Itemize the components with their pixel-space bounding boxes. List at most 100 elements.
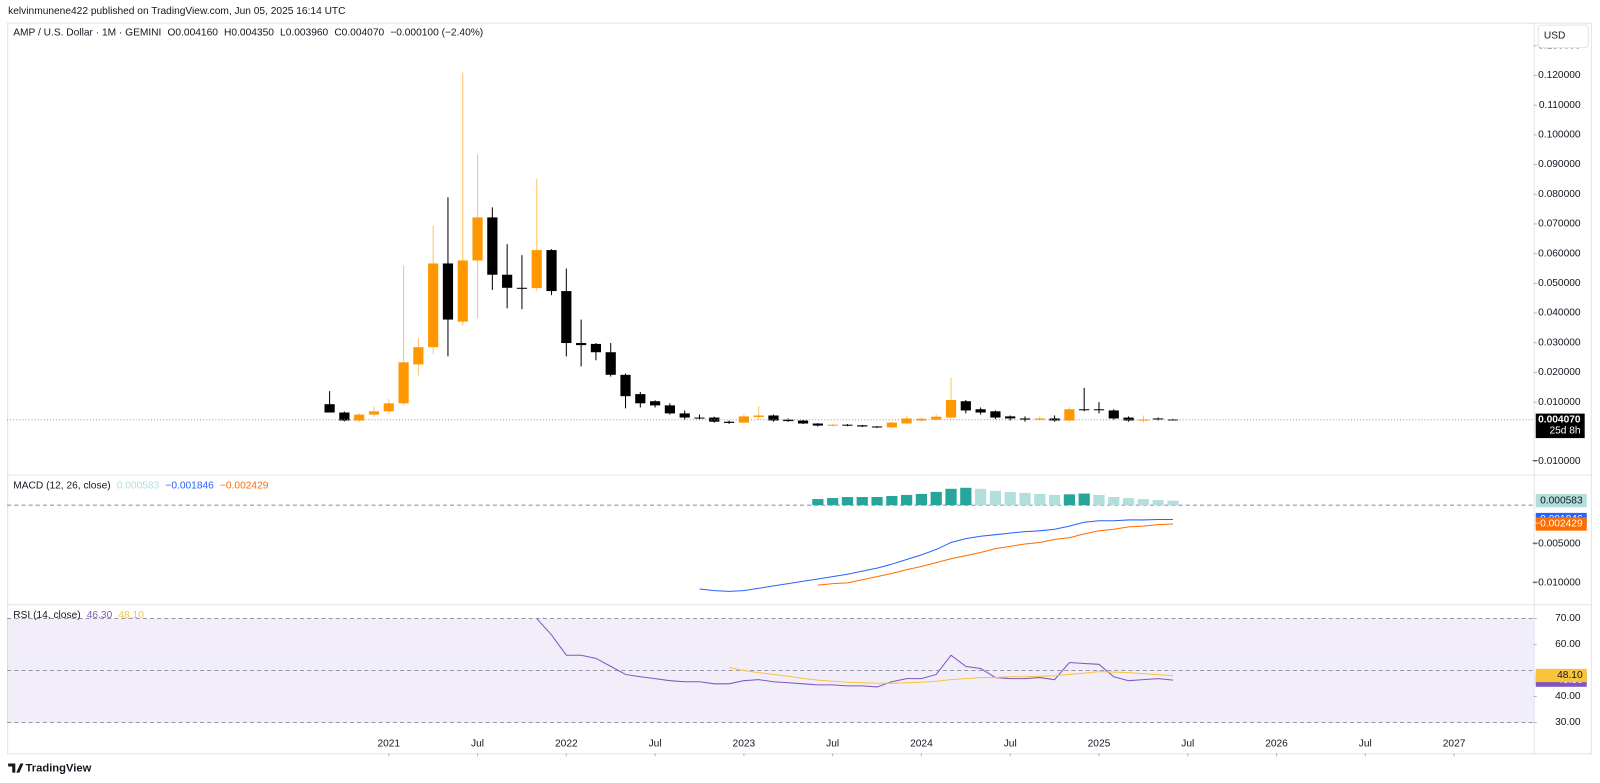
- candle-body: [383, 403, 394, 412]
- candle-body: [738, 416, 749, 423]
- value-tag-box: [1535, 494, 1587, 508]
- x-tick-label: 2025: [1088, 739, 1111, 750]
- currency-box[interactable]: [1537, 24, 1589, 49]
- legend-value: 0.000583: [117, 481, 160, 492]
- candle-body: [516, 287, 528, 289]
- histogram-bar: [1122, 498, 1135, 506]
- legend-title: AMP / U.S. Dollar · 1M · GEMINI: [13, 28, 161, 39]
- candle-body: [428, 263, 439, 348]
- y-tick-label: 0.050000: [1538, 278, 1581, 289]
- frame: [7, 22, 1592, 755]
- value-tag: 48.10: [1535, 668, 1587, 683]
- y-tick-label: 0.030000: [1538, 337, 1581, 348]
- y-tick-label: 0.070000: [1538, 219, 1581, 230]
- candle-body: [871, 426, 883, 428]
- brand-name: TradingView: [26, 763, 92, 775]
- y-tick-label: 70.00: [1555, 613, 1581, 624]
- candle-body: [886, 422, 897, 428]
- legend-ohlc: C0.004070: [334, 28, 384, 39]
- y-tick-label: −0.010000: [1532, 456, 1581, 467]
- currency-label[interactable]: USD: [1544, 31, 1566, 42]
- candle-body: [857, 425, 868, 427]
- candle-body: [487, 217, 498, 275]
- histogram-bar: [930, 491, 942, 506]
- y-tick-label: 0.090000: [1538, 159, 1581, 170]
- candle-body: [561, 291, 572, 344]
- currency-button[interactable]: USD: [1537, 24, 1589, 49]
- candle-body: [945, 400, 957, 418]
- candle-body: [398, 362, 409, 404]
- histogram-bar: [856, 497, 868, 506]
- x-tick-label: Jul: [1181, 739, 1194, 750]
- legend-title: MACD (12, 26, close): [13, 481, 110, 492]
- brand-logo: [8, 763, 24, 773]
- value-tag-label: 48.10: [1557, 670, 1583, 681]
- y-tick-label: 0.040000: [1538, 308, 1581, 319]
- y-tick-label: −0.010000: [1532, 578, 1581, 589]
- candle-body: [901, 418, 912, 424]
- candle-body: [635, 394, 646, 404]
- histogram-bar: [989, 490, 1002, 506]
- y-tick-label: 0.120000: [1538, 70, 1581, 81]
- histogram-bar: [841, 497, 854, 506]
- y-tick-label: −0.005000: [1532, 539, 1581, 550]
- histogram-bar: [975, 488, 987, 506]
- countdown-label: 25d 8h: [1549, 426, 1580, 437]
- candle-body: [1079, 409, 1090, 411]
- candle-body: [783, 419, 794, 422]
- candle-body: [753, 415, 764, 417]
- histogram-bar: [1093, 494, 1105, 506]
- candle-body: [1153, 418, 1164, 420]
- histogram-bar: [827, 498, 839, 506]
- x-tick-label: 2027: [1443, 739, 1466, 750]
- candle-body: [1064, 409, 1075, 421]
- candle-body: [990, 411, 1001, 418]
- y-tick-label: 40.00: [1555, 691, 1581, 702]
- x-tick-label: 2026: [1265, 739, 1288, 750]
- histogram-bar: [1034, 493, 1046, 506]
- indicator-line: [699, 519, 1173, 592]
- legend-value: −0.001846: [165, 481, 214, 492]
- candle-body: [1005, 416, 1016, 419]
- indicator-line: [728, 666, 1173, 684]
- candle-body: [1108, 410, 1119, 419]
- legend-value: 46.30: [87, 610, 113, 621]
- legend-ohlc: L0.003960: [280, 28, 328, 39]
- x-tick-label: 2021: [377, 739, 400, 750]
- candle-body: [590, 343, 602, 353]
- y-tick-label: 0.060000: [1538, 248, 1581, 259]
- candle-body: [664, 405, 675, 414]
- histogram-bar: [1078, 493, 1090, 506]
- histogram-bar: [1108, 497, 1120, 506]
- candle-body: [694, 417, 705, 419]
- value-tag: 0.000583: [1535, 494, 1587, 508]
- candle-body: [368, 411, 380, 415]
- candle-body: [723, 421, 735, 423]
- candle-body: [1167, 419, 1179, 421]
- candle-body: [975, 409, 986, 413]
- candle-body: [354, 414, 365, 421]
- candle-body: [812, 423, 823, 426]
- y-tick-label: 0.010000: [1538, 397, 1581, 408]
- y-tick-label: 0.100000: [1538, 130, 1581, 141]
- histogram-bar: [1167, 500, 1179, 506]
- x-tick-label: 2023: [733, 739, 756, 750]
- candle-body: [546, 250, 557, 292]
- legend-ohlc: −0.000100 (−2.40%): [390, 28, 483, 39]
- y-tick-label: 0.020000: [1538, 367, 1581, 378]
- candle-body: [576, 343, 587, 346]
- indicator-line: [536, 618, 1174, 688]
- y-tick-label: 0.080000: [1538, 189, 1581, 200]
- indicator-line: [817, 523, 1173, 586]
- candle-body: [531, 250, 542, 289]
- candle-body: [1034, 418, 1045, 420]
- histogram-bar: [1137, 499, 1149, 506]
- y-tick-label: 30.00: [1555, 717, 1581, 728]
- x-tick-label: Jul: [649, 739, 662, 750]
- histogram-bar: [915, 493, 928, 506]
- candle-body: [620, 374, 631, 397]
